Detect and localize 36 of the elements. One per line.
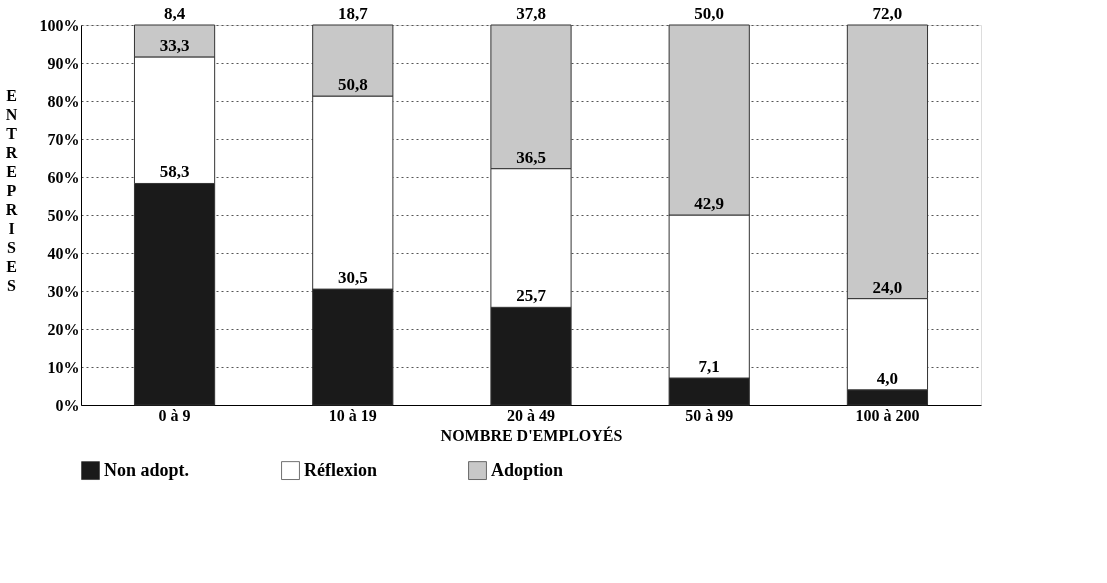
y-tick-label: 80% — [47, 92, 80, 110]
y-tick-label: 90% — [47, 54, 80, 72]
legend-label: Adoption — [491, 459, 564, 480]
x-tick-label: 100 à 200 — [855, 406, 920, 424]
data-label: 37,8 — [516, 4, 546, 23]
data-label: 33,3 — [159, 35, 190, 55]
y-tick-label: 30% — [47, 282, 80, 300]
data-label: 7,1 — [698, 357, 720, 377]
data-label: 58,3 — [159, 162, 190, 182]
data-label: 50,8 — [337, 75, 368, 95]
y-tick-label: 100% — [39, 16, 80, 34]
data-label: 25,7 — [516, 286, 547, 306]
y-tick-label: 60% — [47, 168, 80, 186]
x-axis-title: NOMBRE D'EMPLOYÉS — [440, 425, 623, 444]
legend-label: Réflexion — [304, 459, 377, 480]
data-label: 50,0 — [694, 4, 725, 23]
y-tick-label: 20% — [47, 320, 80, 338]
data-label: 30,5 — [337, 268, 368, 288]
legend-label: Non adopt. — [104, 459, 190, 480]
data-label: 36,5 — [516, 147, 546, 167]
data-label: 18,7 — [337, 4, 369, 23]
data-label: 4,0 — [876, 368, 899, 388]
x-tick-label: 50 à 99 — [685, 406, 734, 424]
x-tick-label: 0 à 9 — [158, 406, 191, 424]
y-tick-label: 10% — [47, 358, 80, 376]
y-tick-label: 0% — [55, 396, 80, 414]
x-tick-label: 10 à 19 — [328, 406, 377, 424]
y-tick-label: 70% — [47, 130, 80, 148]
x-tick-label: 20 à 49 — [507, 406, 555, 424]
data-label: 42,9 — [694, 194, 725, 213]
data-label: 24,0 — [872, 277, 903, 297]
y-tick-label: 40% — [47, 244, 80, 262]
text: ENTREPRISES — [5, 86, 18, 294]
data-label: 8,4 — [163, 4, 186, 23]
y-tick-label: 50% — [47, 206, 80, 224]
data-label: 72,0 — [872, 4, 903, 23]
